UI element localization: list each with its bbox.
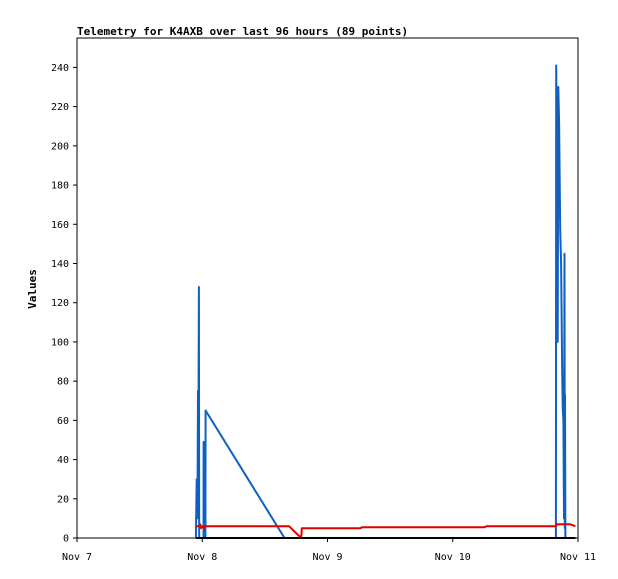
x-tick-label: Nov 8 <box>187 552 217 563</box>
x-axis: Nov 7 Nov 8 Nov 9 Nov 10 Nov 11 <box>62 538 596 563</box>
y-tick-label: 60 <box>57 416 69 427</box>
y-tick-label: 20 <box>57 494 69 505</box>
y-tick-label: 40 <box>57 455 69 466</box>
y-tick-label: 140 <box>51 259 69 270</box>
y-tick-label: 120 <box>51 298 69 309</box>
y-tick-label: 200 <box>51 141 69 152</box>
y-tick-label: 240 <box>51 63 69 74</box>
x-tick-label: Nov 9 <box>312 552 342 563</box>
x-tick-label: Nov 10 <box>435 552 471 563</box>
chart-title: Telemetry for K4AXB over last 96 hours (… <box>77 25 408 38</box>
y-tick-label: 80 <box>57 377 69 388</box>
series-group <box>194 64 576 539</box>
y-axis: 0 20 40 60 80 100 120 140 160 180 200 220 240 <box>51 63 77 545</box>
y-tick-label: 160 <box>51 220 69 231</box>
y-tick-label: 100 <box>51 337 69 348</box>
y-tick-label: 180 <box>51 181 69 192</box>
plot-frame <box>76 37 579 539</box>
series-line-1 <box>194 64 567 539</box>
y-tick-label: 220 <box>51 102 69 113</box>
y-axis-label: Values <box>26 269 39 309</box>
y-tick-label: 0 <box>63 534 69 545</box>
x-tick-label: Nov 7 <box>62 552 92 563</box>
series-line-2 <box>195 523 576 539</box>
x-tick-label: Nov 11 <box>560 552 596 563</box>
